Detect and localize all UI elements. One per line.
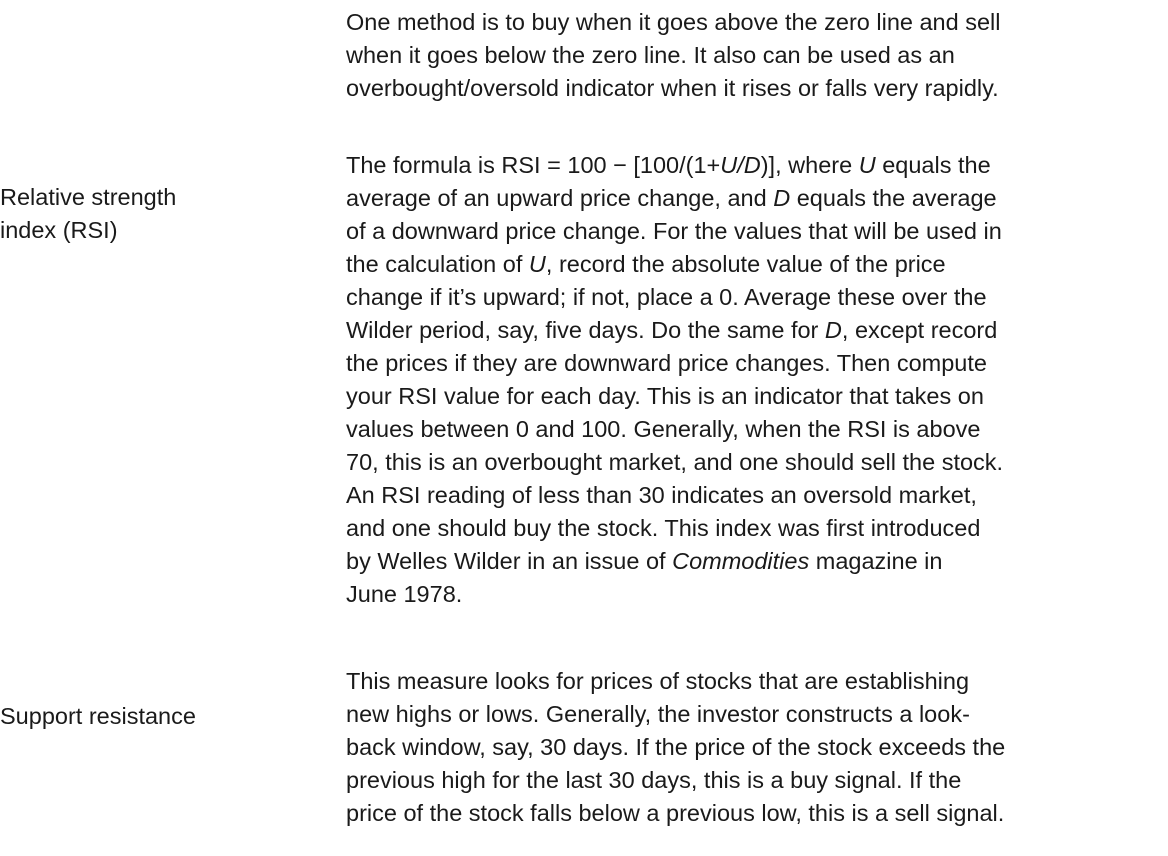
text-line: The formula is RSI = 100 − [100/(1+U/D)]…	[346, 152, 991, 178]
text-line: One method is to buy when it goes above …	[346, 9, 1001, 35]
term-support-resistance: Support resistance	[0, 700, 320, 733]
definition-support-resistance: This measure looks for prices of stocks …	[346, 665, 1168, 830]
text-line: back window, say, 30 days. If the price …	[346, 734, 1006, 760]
text-line: and one should buy the stock. This index…	[346, 515, 981, 541]
text-line: This measure looks for prices of stocks …	[346, 668, 970, 694]
term-line: index (RSI)	[0, 217, 118, 243]
text-line: overbought/oversold indicator when it ri…	[346, 75, 999, 101]
text-line: An RSI reading of less than 30 indicates…	[346, 482, 977, 508]
text-line: average of an upward price change, and D…	[346, 185, 997, 211]
text-line: the calculation of U, record the absolut…	[346, 251, 946, 277]
text-line: 70, this is an overbought market, and on…	[346, 449, 1004, 475]
definition-continuation: One method is to buy when it goes above …	[346, 6, 1168, 105]
text-line: previous high for the last 30 days, this…	[346, 767, 962, 793]
text-line: price of the stock falls below a previou…	[346, 800, 1005, 826]
text-line: the prices if they are downward price ch…	[346, 350, 987, 376]
text-line: when it goes below the zero line. It als…	[346, 42, 955, 68]
text-line: Wilder period, say, five days. Do the sa…	[346, 317, 998, 343]
text-line: June 1978.	[346, 581, 463, 607]
term-rsi: Relative strength index (RSI)	[0, 181, 320, 247]
text-line: new highs or lows. Generally, the invest…	[346, 701, 970, 727]
definition-rsi: The formula is RSI = 100 − [100/(1+U/D)]…	[346, 149, 1168, 611]
term-line: Support resistance	[0, 703, 196, 729]
text-line: change if it’s upward; if not, place a 0…	[346, 284, 987, 310]
text-line: by Welles Wilder in an issue of Commodit…	[346, 548, 943, 574]
text-line: of a downward price change. For the valu…	[346, 218, 1002, 244]
text-line: values between 0 and 100. Generally, whe…	[346, 416, 981, 442]
term-line: Relative strength	[0, 184, 177, 210]
text-line: your RSI value for each day. This is an …	[346, 383, 984, 409]
